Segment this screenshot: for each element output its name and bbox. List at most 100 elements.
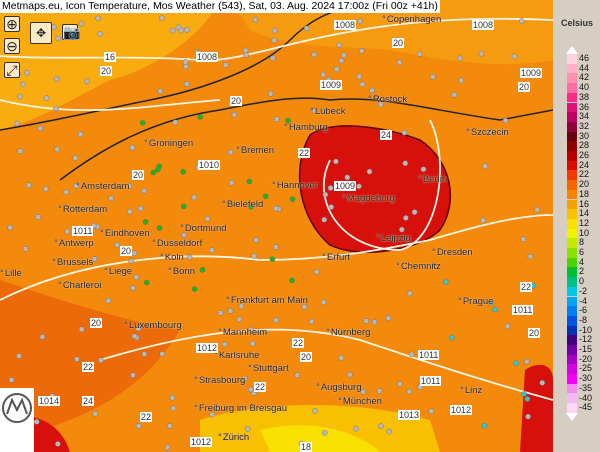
city-label: Karlsruhe (214, 350, 260, 361)
legend-label: -25 (579, 363, 593, 374)
legend-max-arrow (566, 46, 578, 54)
city-label: Nürnberg (326, 327, 371, 338)
contour-label: 1009 (520, 68, 543, 78)
rain-shower-icon (139, 119, 146, 126)
clear-night-icon (442, 279, 449, 285)
station-weather-icon (35, 214, 41, 220)
city-label: Strasbourg (194, 375, 245, 386)
station-weather-icon (407, 290, 413, 297)
city-label: Koln (160, 252, 184, 263)
city-label: Frankfurt am Main (226, 295, 308, 306)
station-weather-icon (126, 208, 133, 215)
legend-label: 42 (579, 72, 590, 83)
contour-label: 16 (104, 52, 117, 62)
station-weather-icon (338, 57, 345, 64)
cool-sea-zone (0, 0, 220, 130)
legend-swatch (567, 170, 577, 181)
legend-swatch (567, 180, 577, 190)
city-label: Bielefeld (222, 199, 263, 210)
camera-button[interactable]: 📷 (62, 24, 80, 40)
rain-shower-icon (154, 166, 161, 173)
zoom-in-button[interactable]: ⊕ (4, 16, 20, 32)
pan-button[interactable]: ✥ (30, 22, 52, 44)
contour-label: 1011 (72, 226, 94, 236)
legend-label: 28 (579, 140, 590, 151)
city-label: Dortmund (180, 223, 227, 234)
fullscreen-button[interactable]: ⤢ (4, 62, 20, 78)
legend-swatch (567, 151, 577, 161)
station-weather-icon (363, 318, 369, 324)
station-weather-icon (334, 66, 340, 73)
station-weather-icon (478, 50, 485, 57)
station-weather-icon (236, 316, 243, 323)
station-weather-icon (105, 297, 112, 304)
clear-night-icon (481, 422, 488, 429)
station-weather-icon (356, 73, 363, 80)
city-label: Charleroi (58, 280, 102, 291)
legend-swatch (567, 267, 577, 278)
station-weather-icon (402, 160, 409, 167)
station-weather-icon (270, 55, 276, 61)
city-label: Bonn (168, 266, 195, 277)
city-label: Amsterdam (76, 181, 130, 192)
station-weather-icon (271, 27, 278, 34)
legend-swatch (567, 364, 577, 375)
station-weather-icon (376, 388, 383, 394)
rain-shower-icon (262, 193, 269, 200)
station-weather-icon (320, 71, 326, 78)
weather-map[interactable]: Metmaps.eu, Icon Temperature, Mos Weathe… (0, 0, 553, 452)
station-weather-icon (273, 205, 279, 212)
station-weather-icon (129, 144, 136, 151)
city-label: Linz (460, 385, 482, 396)
legend-swatch (567, 325, 577, 336)
station-weather-icon (242, 47, 249, 54)
station-weather-icon (338, 354, 345, 361)
station-weather-icon (520, 236, 527, 243)
station-weather-icon (16, 93, 23, 100)
legend-swatch (567, 83, 577, 93)
station-weather-icon (227, 149, 234, 156)
station-weather-icon (167, 423, 173, 429)
legend-swatch (567, 141, 577, 151)
legend-swatch (567, 121, 577, 132)
station-weather-icon (333, 158, 339, 165)
city-label: Hannover (272, 180, 318, 191)
station-weather-icon (403, 215, 409, 221)
station-weather-icon (20, 81, 26, 88)
coastline (0, 4, 361, 131)
city-label: Leipzig (376, 233, 411, 244)
station-weather-icon (108, 195, 114, 202)
station-weather-icon (406, 388, 413, 395)
station-weather-icon (249, 340, 256, 347)
legend-label: 2 (579, 266, 585, 277)
station-weather-icon (72, 155, 79, 161)
legend-label: -20 (579, 353, 593, 364)
city-label: Dresden (432, 247, 473, 258)
legend-label: 4 (579, 256, 585, 267)
station-weather-icon (252, 16, 259, 23)
station-weather-icon (344, 174, 351, 181)
station-weather-icon (170, 405, 177, 412)
legend-swatch (567, 112, 577, 122)
contour-label: 24 (82, 396, 95, 406)
legend-swatch (567, 199, 577, 210)
station-weather-icon (55, 35, 62, 42)
legend-label: 12 (579, 217, 590, 228)
station-weather-icon (451, 91, 457, 98)
station-weather-icon (14, 120, 20, 127)
legend-label: 24 (579, 159, 590, 170)
station-weather-icon (386, 428, 393, 435)
station-weather-icon (534, 206, 541, 213)
zoom-out-button[interactable]: ⊖ (4, 38, 20, 54)
station-weather-icon (16, 353, 22, 359)
station-weather-icon (53, 76, 60, 82)
station-weather-icon (353, 425, 359, 432)
fullscreen-icon: ⤢ (6, 62, 18, 78)
legend-label: -45 (579, 402, 593, 413)
contour-label: 20 (132, 170, 145, 180)
station-weather-icon (523, 358, 530, 365)
city-label: Lübeck (310, 106, 346, 117)
legend-swatch (567, 296, 577, 307)
legend-label: -35 (579, 382, 593, 393)
contour-label: 1010 (198, 160, 221, 170)
